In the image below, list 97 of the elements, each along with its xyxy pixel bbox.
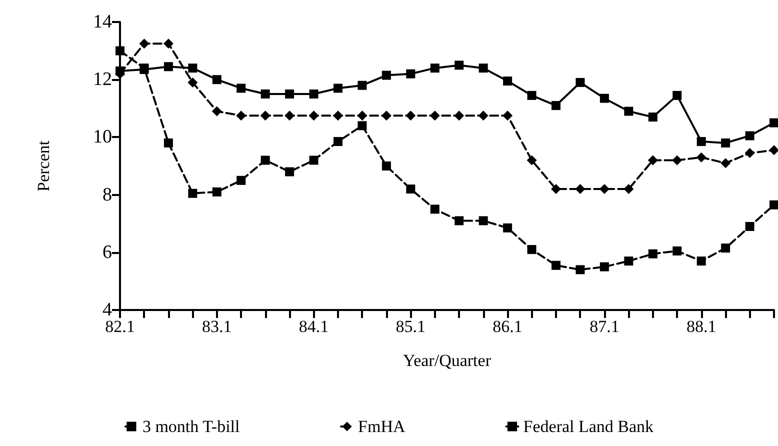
point xyxy=(599,184,610,194)
point xyxy=(334,84,342,93)
point xyxy=(285,167,294,176)
point xyxy=(212,187,222,196)
x-tick-label: 88.1 xyxy=(686,317,716,336)
point xyxy=(212,75,222,84)
point xyxy=(188,64,198,73)
point xyxy=(575,184,586,194)
point xyxy=(600,262,609,272)
point xyxy=(454,60,464,70)
point xyxy=(236,84,246,93)
point xyxy=(770,118,778,128)
point xyxy=(164,138,173,148)
point xyxy=(672,155,682,166)
point xyxy=(454,110,464,121)
point xyxy=(430,110,440,121)
point xyxy=(333,110,343,121)
point xyxy=(381,110,392,121)
point xyxy=(260,156,270,165)
point xyxy=(478,64,488,73)
point xyxy=(406,69,416,78)
x-tick-label: 83.1 xyxy=(202,317,232,336)
point xyxy=(720,158,731,168)
point xyxy=(478,110,488,121)
y-tick-label: 12 xyxy=(93,69,112,90)
point xyxy=(527,245,536,254)
x-tick-label: 86.1 xyxy=(492,317,522,336)
point xyxy=(285,90,294,98)
y-tick-label: 14 xyxy=(93,12,112,32)
point xyxy=(745,131,754,140)
point xyxy=(648,112,658,122)
point xyxy=(672,90,682,100)
point xyxy=(116,66,124,76)
point xyxy=(576,265,585,274)
point xyxy=(721,138,730,148)
point xyxy=(334,137,342,146)
point xyxy=(260,110,270,121)
point xyxy=(116,46,124,56)
point xyxy=(648,249,658,258)
point xyxy=(454,216,464,226)
point xyxy=(696,137,706,146)
point xyxy=(503,223,512,232)
point xyxy=(358,80,367,90)
point xyxy=(430,204,440,214)
point xyxy=(745,222,754,231)
y-tick-label: 10 xyxy=(93,126,112,148)
point xyxy=(551,184,561,194)
point xyxy=(308,110,319,121)
point xyxy=(188,77,198,88)
x-tick-label: 87.1 xyxy=(590,317,620,336)
point xyxy=(236,110,246,121)
point xyxy=(212,106,222,116)
point xyxy=(406,184,416,194)
point xyxy=(526,155,537,166)
point xyxy=(527,90,536,100)
point xyxy=(357,110,368,121)
point xyxy=(696,256,706,266)
point xyxy=(260,90,270,98)
point xyxy=(624,106,634,116)
point xyxy=(382,162,391,170)
legend-label: FmHA xyxy=(358,417,406,436)
point xyxy=(624,256,634,266)
x-axis-title: Year/Quarter xyxy=(403,351,492,370)
point xyxy=(624,184,634,194)
point xyxy=(284,110,295,121)
point xyxy=(430,64,440,73)
x-tick-label: 85.1 xyxy=(396,317,426,336)
point xyxy=(188,188,198,198)
point xyxy=(600,94,609,103)
point xyxy=(406,110,416,121)
point xyxy=(744,148,755,158)
y-axis-title: Percent xyxy=(34,140,53,192)
point xyxy=(552,101,560,110)
point xyxy=(502,110,513,121)
point xyxy=(382,70,391,80)
point xyxy=(358,121,367,130)
point xyxy=(672,246,682,256)
x-tick-label: 84.1 xyxy=(298,317,329,336)
point xyxy=(163,38,174,49)
y-tick-label: 8 xyxy=(102,184,112,206)
point xyxy=(309,90,318,98)
legend-label: Federal Land Bank xyxy=(523,417,654,436)
point xyxy=(164,62,173,72)
legend-label: 3 month T-bill xyxy=(142,417,240,436)
point xyxy=(648,155,658,166)
point xyxy=(503,76,512,86)
point xyxy=(552,260,560,270)
point xyxy=(770,200,778,210)
y-tick-label: 6 xyxy=(102,242,112,263)
point xyxy=(696,152,706,162)
point xyxy=(478,216,488,226)
point xyxy=(769,145,778,156)
point xyxy=(721,244,730,253)
point xyxy=(139,38,150,49)
point xyxy=(236,176,246,185)
point xyxy=(576,78,585,87)
point xyxy=(309,156,318,165)
